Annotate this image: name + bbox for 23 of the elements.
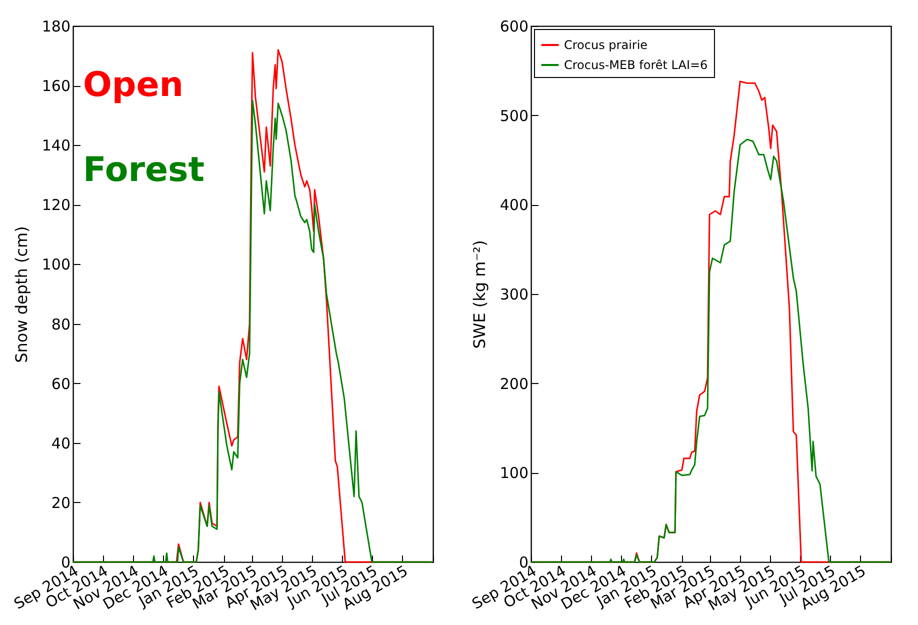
y-tick-label: 20 [51, 494, 70, 512]
text: Open [83, 65, 184, 105]
y-tick-label: 600 [500, 18, 528, 36]
y-tick-label: 300 [500, 286, 528, 304]
legend-label: Crocus-MEB forêt LAI=6 [564, 58, 708, 72]
y-tick-label: 60 [51, 374, 70, 393]
y-tick-label: 140 [42, 136, 70, 155]
y-tick-label: 0 [60, 554, 70, 572]
y-axis-title: Snow depth (cm) [12, 226, 31, 363]
y-tick-label: 180 [42, 18, 70, 36]
y-tick-label: 100 [42, 256, 70, 274]
series-label: Forest [83, 150, 205, 190]
y-tick-label: 120 [42, 196, 70, 214]
y-tick-label: 500 [500, 106, 528, 125]
y-tick-label: 200 [500, 374, 528, 393]
y-tick-label: 100 [500, 464, 528, 482]
y-axis-title: SWE (kg m⁻²) [470, 240, 489, 349]
y-tick-label: 80 [51, 315, 70, 334]
y-tick-label: 0 [518, 554, 528, 572]
y-tick-label: 40 [51, 434, 70, 452]
y-tick-label: 160 [42, 77, 70, 96]
y-tick-label: 400 [500, 196, 528, 214]
legend-label: Crocus prairie [564, 38, 648, 52]
